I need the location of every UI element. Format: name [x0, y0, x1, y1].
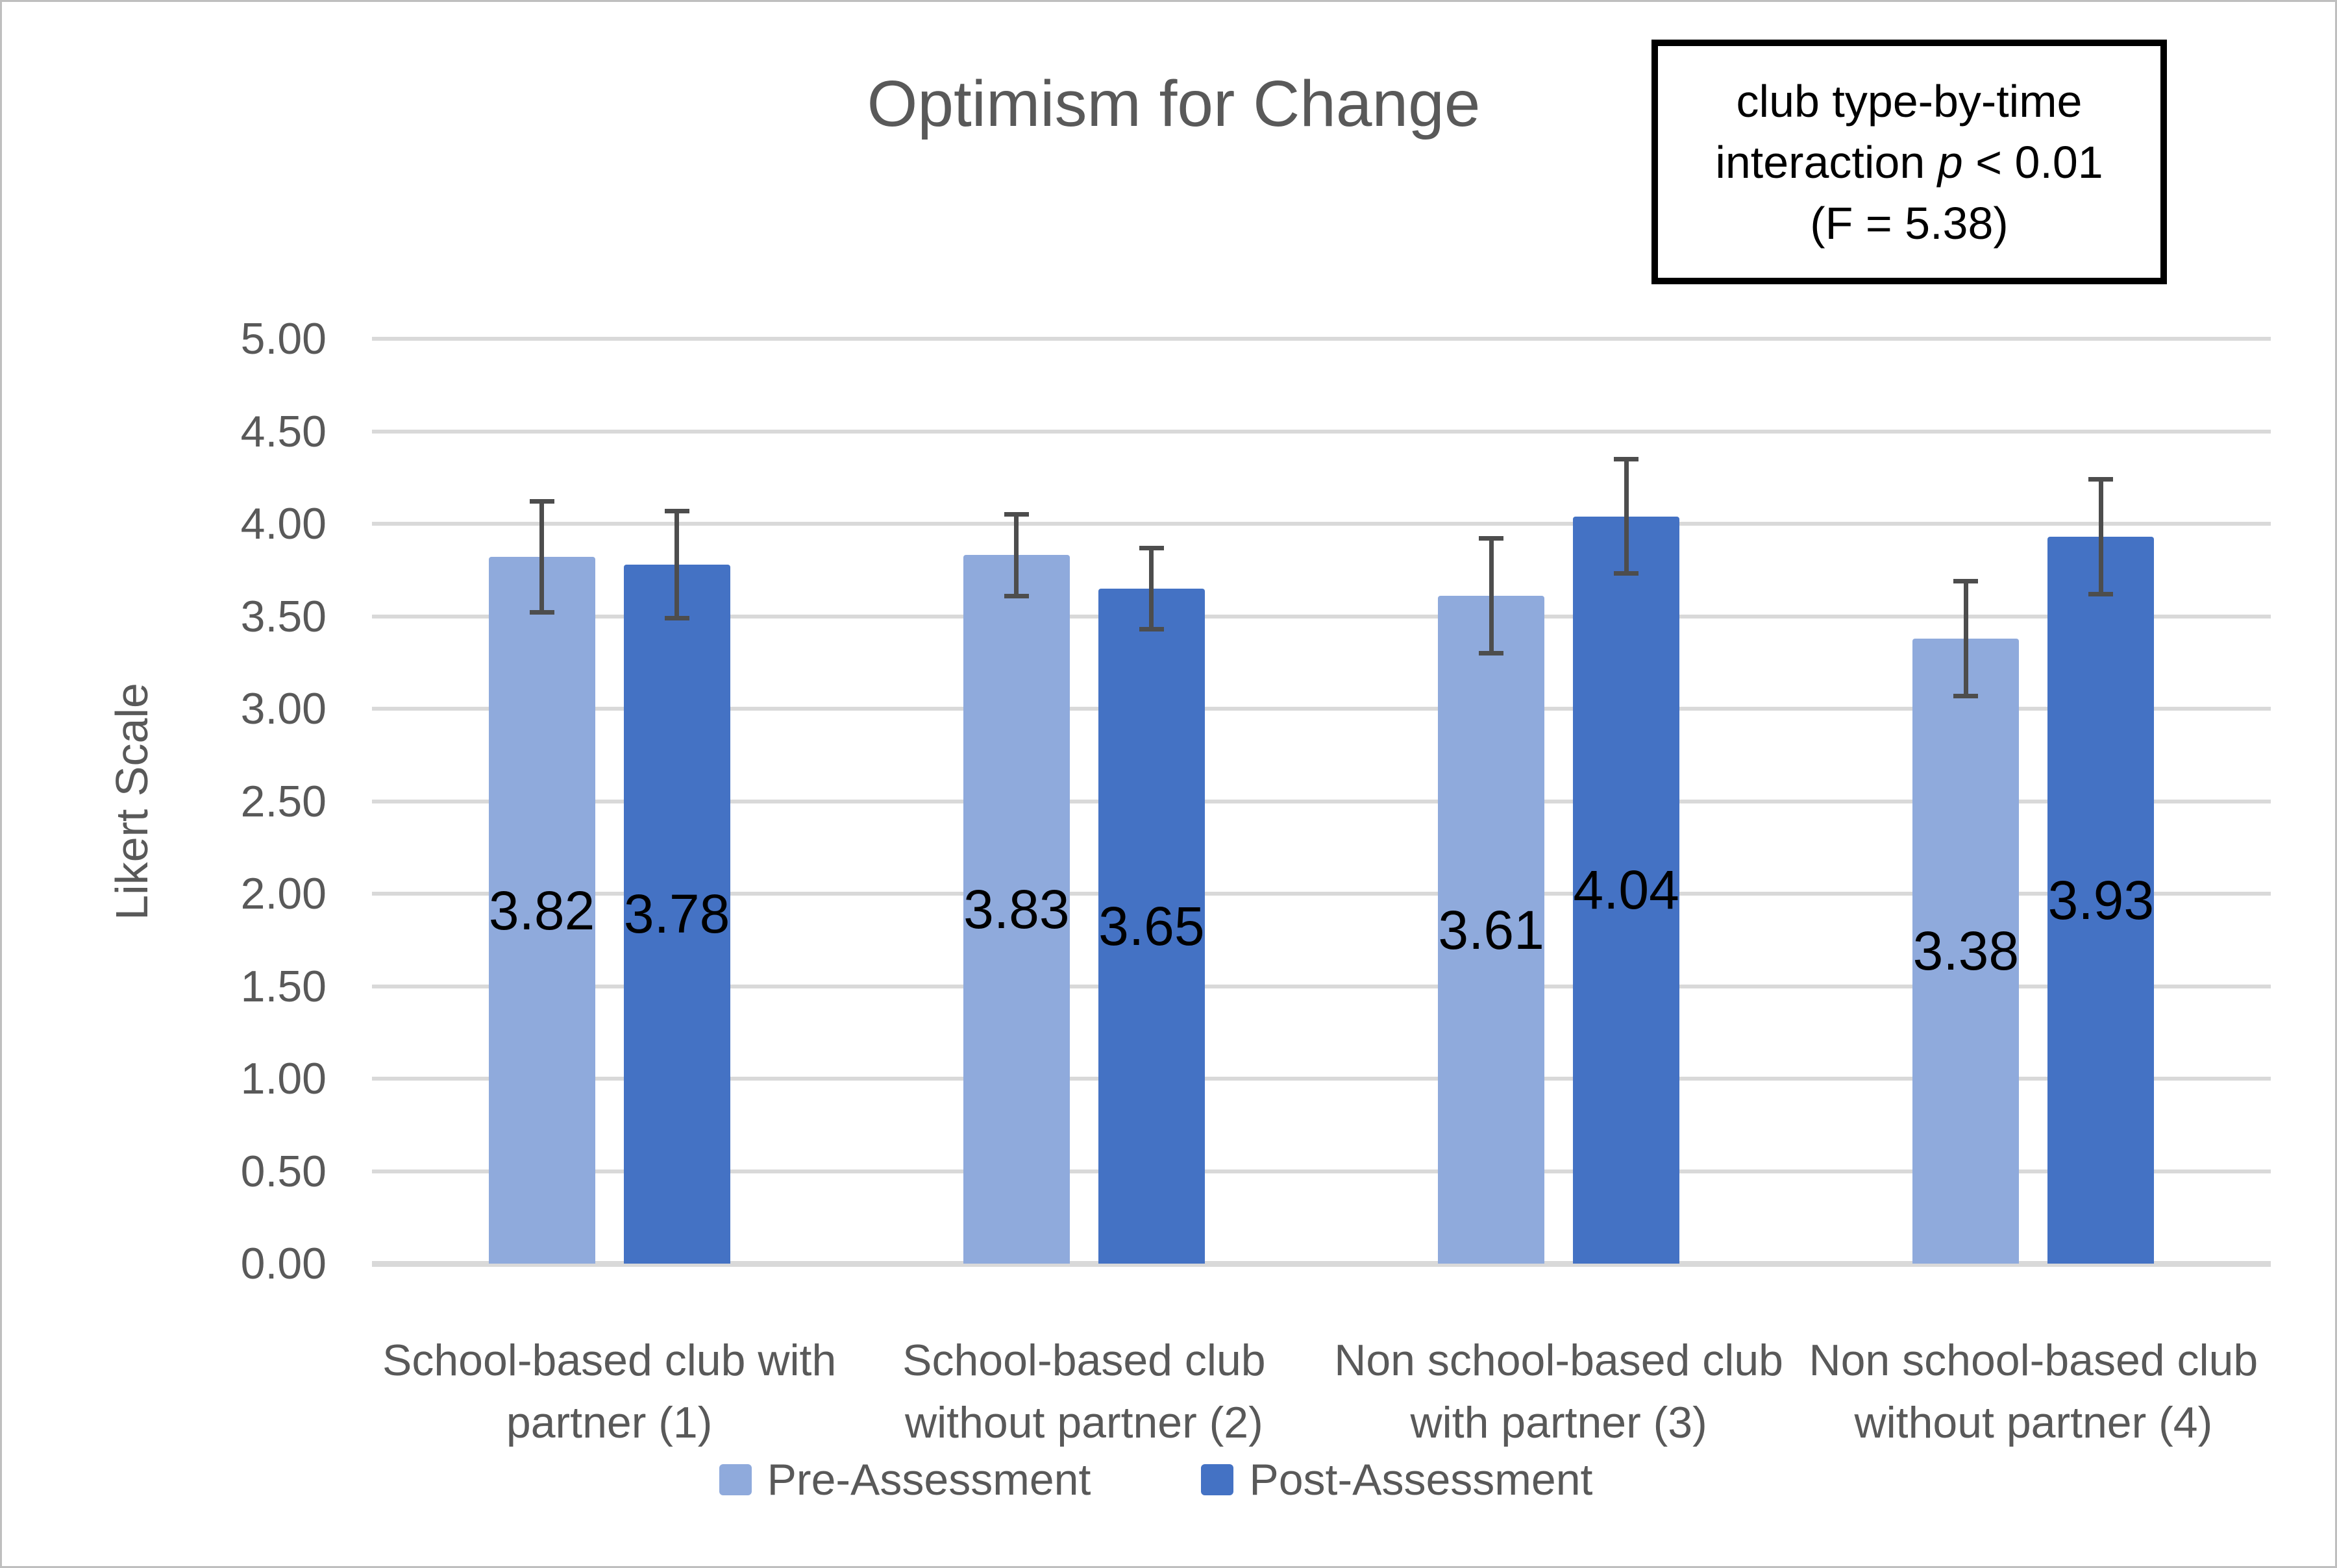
gridline	[372, 1169, 2271, 1173]
x-category-label-line: partner (1)	[506, 1398, 713, 1447]
error-bar-cap-bottom	[2088, 591, 2114, 596]
bar-pre-assessment-1	[488, 557, 595, 1264]
data-label: 3.65	[1098, 895, 1205, 957]
error-bar-cap-bottom	[664, 615, 689, 620]
data-label: 3.78	[623, 883, 730, 945]
error-bar-cap-top	[1139, 545, 1164, 550]
gridline	[372, 522, 2271, 526]
x-category-label-line: without partner (2)	[904, 1398, 1263, 1447]
bar-pre-assessment-3	[1438, 596, 1545, 1264]
gridline	[372, 984, 2271, 988]
y-tick-label: 0.50	[240, 1146, 327, 1196]
legend-swatch-post-icon	[1201, 1464, 1234, 1495]
error-bar-cap-bottom	[1004, 593, 1029, 598]
bar-post-assessment-2	[1098, 588, 1205, 1264]
error-bar-cap-top	[529, 499, 554, 504]
data-label: 3.61	[1438, 899, 1544, 961]
data-label: 4.04	[1573, 859, 1679, 921]
legend-label-pre: Pre-Assessment	[767, 1455, 1091, 1504]
error-bar-line	[1624, 459, 1629, 574]
legend-swatch-pre-icon	[719, 1464, 752, 1495]
y-tick-label: 2.50	[240, 776, 327, 826]
annotation-box: club type-by-time interaction p < 0.01 (…	[1651, 40, 2167, 284]
annotation-line3: (F = 5.38)	[1810, 197, 2009, 249]
y-tick-label: 4.00	[240, 499, 327, 548]
data-label: 3.93	[2047, 869, 2155, 931]
gridline	[372, 1077, 2271, 1081]
x-category-label-line: School-based club with	[382, 1336, 837, 1385]
error-bar-line	[1014, 514, 1019, 596]
x-category-label-line: with partner (3)	[1410, 1398, 1707, 1447]
y-tick-label: 4.50	[240, 406, 327, 456]
x-category-label-line: without partner (4)	[1854, 1398, 2213, 1447]
error-bar-line	[674, 511, 680, 619]
gridline	[372, 892, 2271, 896]
gridline	[372, 707, 2271, 711]
bar-post-assessment-3	[1573, 516, 1680, 1264]
x-category-label-line: School-based club	[902, 1336, 1266, 1385]
error-bar-line	[1489, 538, 1494, 654]
x-category-label-2: School-based club without partner (2)	[841, 1329, 1328, 1454]
chart-title: Optimism for Change	[867, 67, 1481, 140]
annotation-p-italic: p	[1937, 136, 1963, 188]
bar-post-assessment-4	[2047, 536, 2155, 1264]
error-bar-line	[2098, 479, 2103, 594]
annotation-line2-prefix: interaction	[1715, 136, 1938, 188]
error-bar-cap-bottom	[1139, 626, 1164, 631]
y-tick-label: 5.00	[240, 314, 327, 363]
y-tick-label: 3.50	[240, 591, 327, 641]
legend-label-post: Post-Assessment	[1249, 1455, 1593, 1504]
gridline	[372, 337, 2271, 341]
bar-pre-assessment-2	[963, 555, 1070, 1264]
error-bar-line	[539, 501, 545, 613]
gridline	[372, 614, 2271, 619]
error-bar-line	[1149, 548, 1154, 630]
legend-item-post: Post-Assessment	[1201, 1454, 1592, 1505]
error-bar-cap-bottom	[529, 610, 554, 615]
y-tick-label: 3.00	[240, 684, 327, 733]
legend-item-pre: Pre-Assessment	[719, 1454, 1091, 1505]
error-bar-cap-top	[1953, 578, 1979, 583]
x-category-label-1: School-based club with partner (1)	[366, 1329, 853, 1454]
y-tick-label: 1.00	[240, 1054, 327, 1103]
annotation-line2: interaction p < 0.01	[1715, 132, 2103, 193]
x-axis-line	[372, 1261, 2271, 1267]
x-category-label-4: Non school-based club without partner (4)	[1790, 1329, 2277, 1454]
x-category-label-3: Non school-based club with partner (3)	[1315, 1329, 1802, 1454]
x-category-label-line: Non school-based club	[1809, 1336, 2258, 1385]
data-label: 3.83	[963, 879, 1070, 940]
bar-pre-assessment-4	[1912, 638, 2020, 1264]
gridline	[372, 799, 2271, 803]
error-bar-cap-top	[2088, 477, 2114, 482]
error-bar-cap-top	[1614, 456, 1639, 461]
y-tick-label: 1.50	[240, 961, 327, 1011]
plot-area: 3.82 3.83 3.61 3.38 3.78 3.65 4.04 3.93	[372, 337, 2271, 1267]
data-label: 3.38	[1912, 920, 2020, 982]
bar-post-assessment-1	[623, 564, 730, 1264]
y-tick-label: 0.00	[240, 1239, 327, 1288]
error-bar-cap-top	[1479, 536, 1504, 541]
error-bar-cap-bottom	[1953, 693, 1979, 698]
annotation-line2-suffix: < 0.01	[1962, 136, 2103, 188]
error-bar-cap-top	[664, 508, 689, 513]
error-bar-cap-bottom	[1614, 571, 1639, 576]
error-bar-cap-top	[1004, 512, 1029, 517]
y-tick-label: 2.00	[240, 869, 327, 918]
annotation-line1: club type-by-time	[1736, 75, 2083, 127]
error-bar-cap-bottom	[1479, 651, 1504, 655]
error-bar-line	[1963, 581, 1968, 696]
x-category-label-line: Non school-based club	[1334, 1336, 1783, 1385]
gridline	[372, 429, 2271, 434]
data-label: 3.82	[488, 879, 595, 941]
legend: Pre-Assessment Post-Assessment	[2, 1454, 2310, 1505]
